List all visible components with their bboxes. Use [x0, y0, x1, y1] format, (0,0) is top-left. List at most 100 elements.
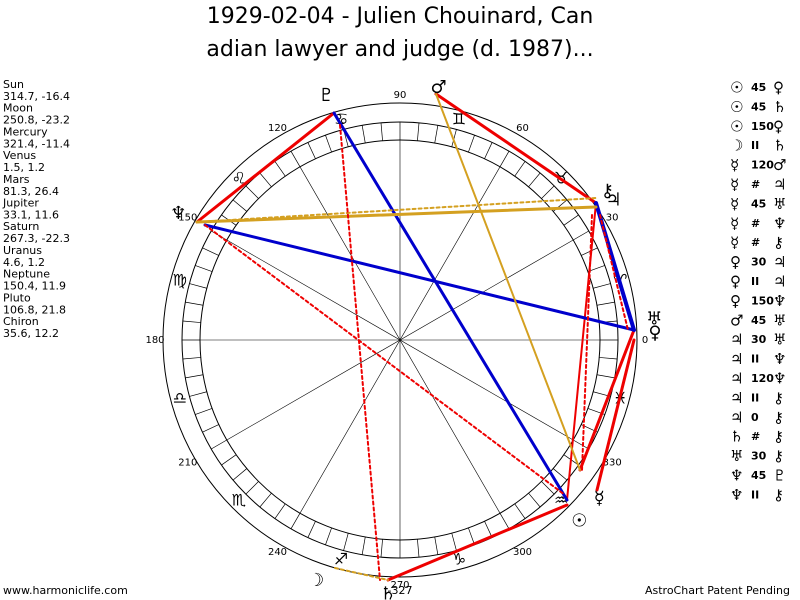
ring-tick [195, 408, 213, 415]
planet-glyph: ♇ [318, 85, 334, 106]
aspect-planet: ♇ [773, 467, 786, 485]
ring-tick [552, 468, 568, 481]
aspect-planet: ♅ [730, 447, 743, 465]
aspect-type: 0 [751, 411, 759, 424]
planet-glyph: ☽ [308, 570, 324, 591]
degree-label: 330 [603, 458, 622, 469]
ring-tick [290, 151, 301, 167]
aspect-planet: ☿ [730, 156, 739, 174]
ring-tick [541, 481, 555, 495]
ring-tick [593, 283, 611, 289]
ring-tick [484, 521, 493, 538]
aspect-planet: ♀ [773, 117, 784, 135]
ring-tick [232, 199, 248, 212]
aspect-planet: ⚷ [773, 428, 784, 446]
ring-tick [596, 301, 615, 306]
ring-tick [259, 172, 272, 188]
aspect-type: II [751, 391, 759, 404]
ring-tick [514, 503, 526, 519]
planet-glyph: ☉ [571, 510, 587, 531]
ring-tick [361, 125, 366, 144]
degree-label: 60 [516, 123, 529, 134]
aspect-planet: ♅ [773, 195, 786, 213]
planet-name: Saturn [3, 220, 39, 233]
aspect-planet: ☿ [730, 234, 739, 252]
aspect-planet: ⚷ [773, 486, 784, 504]
aspect-line [339, 124, 381, 581]
aspect-planet: ☿ [730, 195, 739, 213]
aspect-type: # [751, 178, 760, 191]
ring-tick [596, 374, 615, 379]
aspect-planet: ♆ [773, 370, 786, 388]
ring-tick [417, 122, 420, 141]
aspect-line [578, 328, 636, 472]
aspect-type: II [751, 275, 759, 288]
aspect-type: 45 [751, 314, 766, 327]
planet-glyph: ☿ [594, 488, 605, 509]
ring-tick [468, 527, 475, 545]
zodiac-sign: ♑ [452, 550, 466, 569]
ring-tick [380, 122, 383, 141]
aspect-planet: ⚷ [773, 389, 784, 407]
planet-name: Venus [3, 149, 36, 162]
aspect-planet: ♄ [730, 428, 743, 446]
ring-tick [325, 527, 332, 545]
aspect-planet: ♄ [773, 98, 786, 116]
ring-tick [581, 247, 598, 256]
planet-glyph: ♃ [606, 190, 622, 211]
aspect-lines [195, 92, 636, 582]
ring-tick [274, 161, 286, 177]
zodiac-sign: ♎ [173, 389, 187, 408]
ring-tick [451, 533, 457, 551]
aspect-type: 30 [751, 333, 767, 346]
planet-name: Mars [3, 173, 30, 186]
ring-tick [499, 513, 510, 529]
planet-name: Moon [3, 102, 33, 115]
ring-tick [573, 439, 589, 450]
planet-coords: 321.4, -11.4 [3, 137, 70, 150]
aspect-planet: ♃ [730, 408, 743, 426]
ring-tick [599, 357, 618, 360]
wheel: 0306090120150180210240270300330♈♉♊♋♌♍♎♏♐… [145, 90, 648, 591]
degree-label: 90 [394, 90, 407, 101]
aspect-planet: ♂ [773, 156, 786, 174]
planet-coords: 267.3, -22.3 [3, 232, 70, 245]
planet-coords: 150.4, 11.9 [3, 280, 66, 293]
zodiac-sign: ♏ [232, 491, 246, 510]
aspect-type: II [751, 488, 759, 501]
title: adian lawyer and judge (d. 1987)... [206, 37, 593, 62]
zodiac-sign: ♐ [334, 550, 348, 569]
aspect-type: # [751, 236, 760, 249]
ring-tick [499, 151, 510, 167]
degree-label: 180 [145, 335, 164, 346]
aspect-planet: ☽ [730, 137, 743, 155]
aspect-type: 150 [751, 294, 774, 307]
aspect-planet: ♃ [730, 389, 743, 407]
ring-tick [307, 521, 316, 538]
aspect-line [581, 214, 593, 471]
zodiac-sign: ♋ [334, 109, 348, 128]
aspect-planet: ♃ [773, 273, 786, 291]
planet-glyph: ♆ [170, 203, 186, 224]
planet-name: Mercury [3, 125, 48, 138]
planet-name: Pluto [3, 291, 31, 304]
ring-tick [182, 357, 201, 360]
ring-tick [434, 125, 439, 144]
ring-tick [202, 424, 219, 433]
aspect-planet: ♀ [773, 79, 784, 97]
ring-tick [573, 230, 589, 241]
ring-tick [343, 533, 349, 551]
aspect-planet: ☉ [730, 117, 743, 135]
aspect-type: 120 [751, 372, 774, 385]
zodiac-sign: ♊ [452, 109, 466, 128]
ring-tick [189, 283, 207, 289]
degree-label: 270 [390, 580, 409, 591]
aspect-planet: ♄ [773, 137, 786, 155]
planet-coords: 250.8, -23.2 [3, 114, 70, 127]
footer-left: www.harmoniclife.com [3, 584, 128, 597]
planet-coords: 314.7, -16.4 [3, 90, 70, 103]
aspect-type: # [751, 430, 760, 443]
ring-tick [451, 129, 457, 147]
aspect-line [204, 224, 566, 496]
aspect-planet: ♆ [730, 486, 743, 504]
